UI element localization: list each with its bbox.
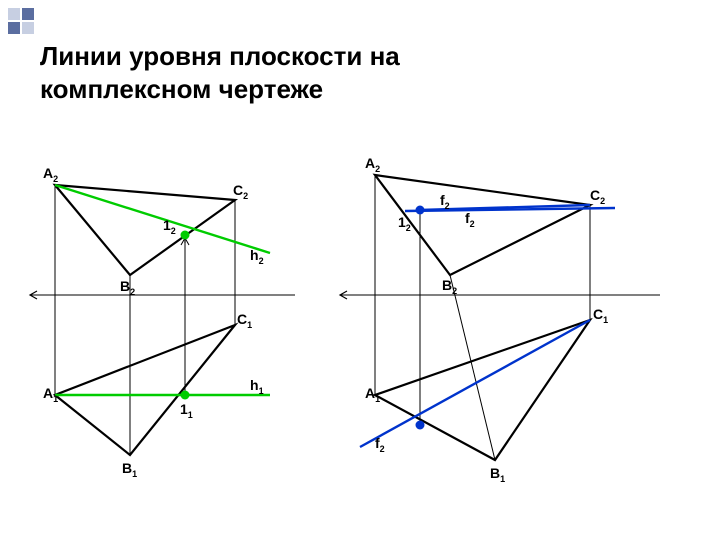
label-B1-right: B1 [490,465,505,484]
label-B1-left: B1 [122,460,137,479]
label-f2-top-b: f2 [465,210,475,229]
label-h2: h2 [250,247,264,266]
label-C1-left: C1 [237,311,252,330]
label-A1-left: A1 [43,385,58,404]
label-h1: h1 [250,377,264,396]
label-11-left: 11 [180,401,193,420]
label-A2-left: A2 [43,165,58,184]
label-C1-right: C1 [593,306,608,325]
label-12-left: 12 [163,217,176,236]
label-f2-top-a: f2 [440,192,450,211]
label-B2-right: B2 [442,277,457,296]
label-A1-right: A1 [365,385,380,404]
label-f2-bottom: f2 [375,435,385,454]
label-B2-left: B2 [120,278,135,297]
label-C2-left: C2 [233,182,248,201]
label-12-right: 12 [398,214,411,233]
diagram-svg [0,0,720,540]
label-A2-right: A2 [365,155,380,174]
label-C2-right: C2 [590,187,605,206]
